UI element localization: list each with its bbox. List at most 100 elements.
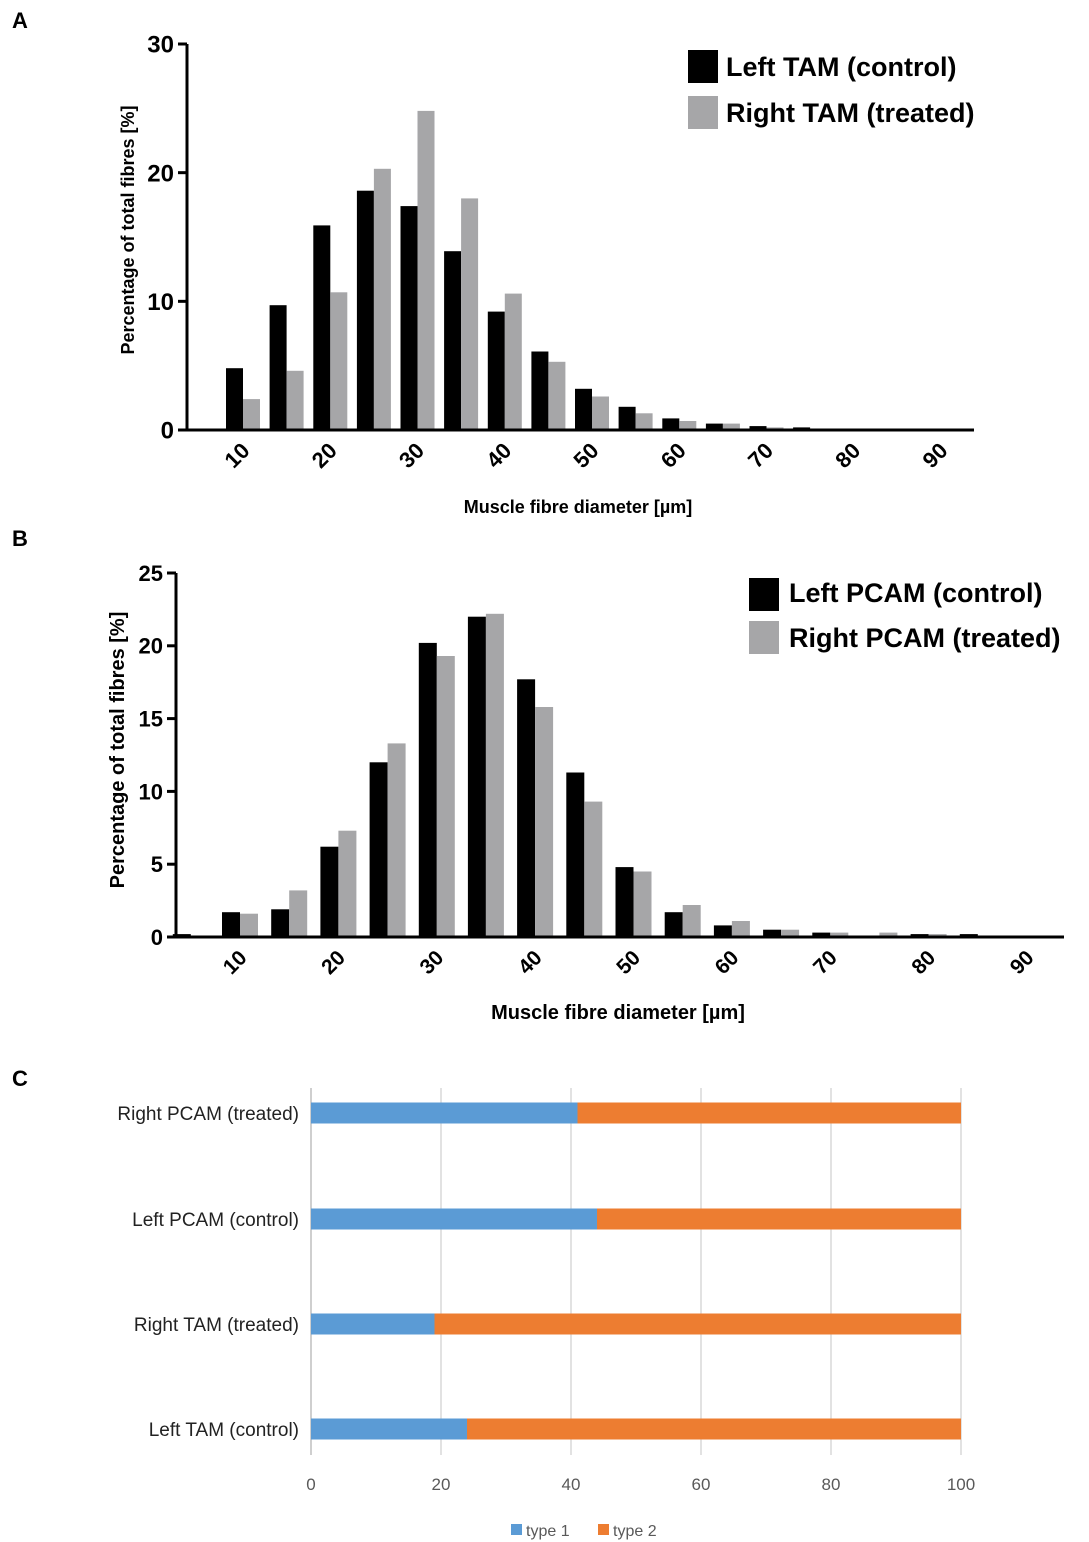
panel-a-y-axis-title: Percentage of total fibres [%] [118, 105, 138, 354]
panel-b-y-ticks: 0 5 10 15 20 25 [139, 561, 176, 950]
treated-bar-55 [635, 413, 653, 430]
treated-bar-35 [461, 198, 479, 430]
treated-bar-30 [436, 656, 455, 937]
x-tick-label: 20 [307, 438, 342, 473]
control-bar-45 [566, 772, 585, 937]
panel-c-label: C [12, 1066, 28, 1091]
legend-swatch-type-2 [598, 1524, 609, 1535]
legend-label-right-tam: Right TAM (treated) [726, 98, 974, 128]
y-tick-label: 25 [139, 561, 163, 586]
control-bar-35 [467, 616, 486, 937]
category-label: Right PCAM (treated) [117, 1104, 299, 1125]
y-tick-label: 0 [161, 418, 174, 445]
panel-c-stacked-bar-chart: C Right PCAM (treated) Left PCAM (control… [12, 1066, 975, 1540]
y-tick-label: 10 [147, 289, 174, 316]
control-bar-30 [418, 642, 437, 937]
treated-bar-15 [286, 370, 304, 430]
x-tick-label: 40 [562, 1475, 581, 1494]
x-tick-label: 60 [692, 1475, 711, 1494]
control-bar-15 [269, 305, 287, 430]
y-tick-label: 0 [151, 925, 163, 950]
x-tick-label: 20 [432, 1475, 451, 1494]
panel-a-legend: Left TAM (control) Right TAM (treated) [688, 50, 974, 129]
legend-label-left-pcam: Left PCAM (control) [789, 578, 1042, 608]
bar-segment-type-1 [311, 1418, 467, 1440]
x-tick-label: 40 [514, 946, 547, 979]
y-tick-label: 10 [139, 779, 163, 804]
panel-c-category-labels: Right PCAM (treated) Left PCAM (control) R… [117, 1104, 299, 1441]
bar-segment-type-1 [311, 1208, 597, 1230]
treated-bar-40 [504, 293, 522, 430]
panel-b-legend: Left PCAM (control) Right PCAM (treated) [749, 578, 1061, 654]
treated-bar-60 [731, 921, 750, 937]
control-bar-20 [313, 225, 331, 430]
treated-bar-75 [879, 932, 898, 937]
x-tick-label: 80 [830, 438, 865, 473]
treated-bar-45 [584, 801, 603, 937]
x-tick-label: 80 [822, 1475, 841, 1494]
treated-bar-65 [781, 929, 800, 937]
panel-a-bars [182, 110, 958, 431]
category-label: Left TAM (control) [149, 1420, 299, 1441]
x-tick-label: 100 [947, 1475, 975, 1494]
category-label: Left PCAM (control) [132, 1210, 299, 1231]
legend-swatch-type-1 [511, 1524, 522, 1535]
control-bar-40 [517, 679, 536, 937]
panel-b-x-ticks: 10 20 30 40 50 60 70 80 90 [219, 946, 1039, 979]
panel-a-histogram: A 0 10 20 30 10 20 30 40 50 60 70 80 90 Percentage … [12, 8, 974, 517]
control-bar-45 [531, 351, 549, 430]
control-bar-35 [444, 251, 462, 430]
control-bar-70 [749, 426, 767, 430]
bar-segment-type-2 [467, 1418, 961, 1440]
treated-bar-65 [722, 423, 740, 430]
control-bar-30 [400, 206, 418, 430]
y-tick-label: 15 [139, 707, 163, 732]
panel-c-x-ticks: 0 20 40 60 80 100 [306, 1475, 975, 1494]
treated-bar-10 [240, 913, 258, 937]
treated-bar-40 [535, 707, 554, 937]
legend-label-left-tam: Left TAM (control) [726, 52, 956, 82]
x-tick-label: 50 [612, 946, 645, 979]
treated-bar-50 [592, 396, 609, 430]
control-bar-55 [664, 912, 683, 937]
panel-a-label: A [12, 8, 28, 33]
legend-label-type-2: type 2 [613, 1523, 657, 1540]
bar-segment-type-1 [311, 1313, 435, 1335]
control-bar-15 [271, 909, 290, 937]
control-bar-50 [615, 867, 634, 937]
control-bar-60 [662, 418, 680, 430]
x-tick-label: 50 [569, 438, 604, 473]
control-bar-10 [226, 368, 243, 430]
treated-bar-15 [289, 890, 308, 937]
bar-segment-type-1 [311, 1102, 578, 1124]
panel-b-bars [172, 613, 1045, 937]
treated-bar-10 [243, 399, 260, 430]
treated-bar-55 [682, 905, 701, 937]
control-bar-20 [320, 846, 339, 937]
y-tick-label: 20 [139, 634, 163, 659]
bar-segment-type-2 [597, 1208, 961, 1230]
legend-swatch-right-tam [688, 96, 718, 129]
control-bar-55 [618, 406, 636, 430]
bar-segment-type-2 [434, 1313, 961, 1335]
legend-label-type-1: type 1 [526, 1523, 570, 1540]
x-tick-label: 70 [743, 438, 778, 473]
y-tick-label: 20 [147, 160, 174, 187]
control-bar-40 [487, 311, 505, 430]
treated-bar-25 [387, 743, 406, 937]
panel-b-x-axis-title: Muscle fibre diameter [µm] [491, 1002, 745, 1024]
control-bar-60 [713, 925, 732, 937]
control-bar-25 [369, 762, 388, 937]
treated-bar-25 [373, 168, 391, 431]
treated-bar-20 [338, 830, 357, 937]
legend-label-right-pcam: Right PCAM (treated) [789, 623, 1061, 653]
panel-b-y-axis-title: Percentage of total fibres [%] [107, 612, 129, 889]
panel-c-legend: type 1 type 2 [511, 1523, 657, 1540]
treated-bar-45 [548, 361, 566, 430]
panel-b-histogram: B 0 5 10 15 20 25 10 20 30 40 50 60 70 80 90 Percenta… [12, 526, 1064, 1024]
panel-a-x-axis-title: Muscle fibre diameter [µm] [464, 497, 692, 517]
x-tick-label: 90 [918, 438, 953, 473]
panel-b-label: B [12, 526, 28, 551]
treated-bar-50 [633, 871, 652, 937]
